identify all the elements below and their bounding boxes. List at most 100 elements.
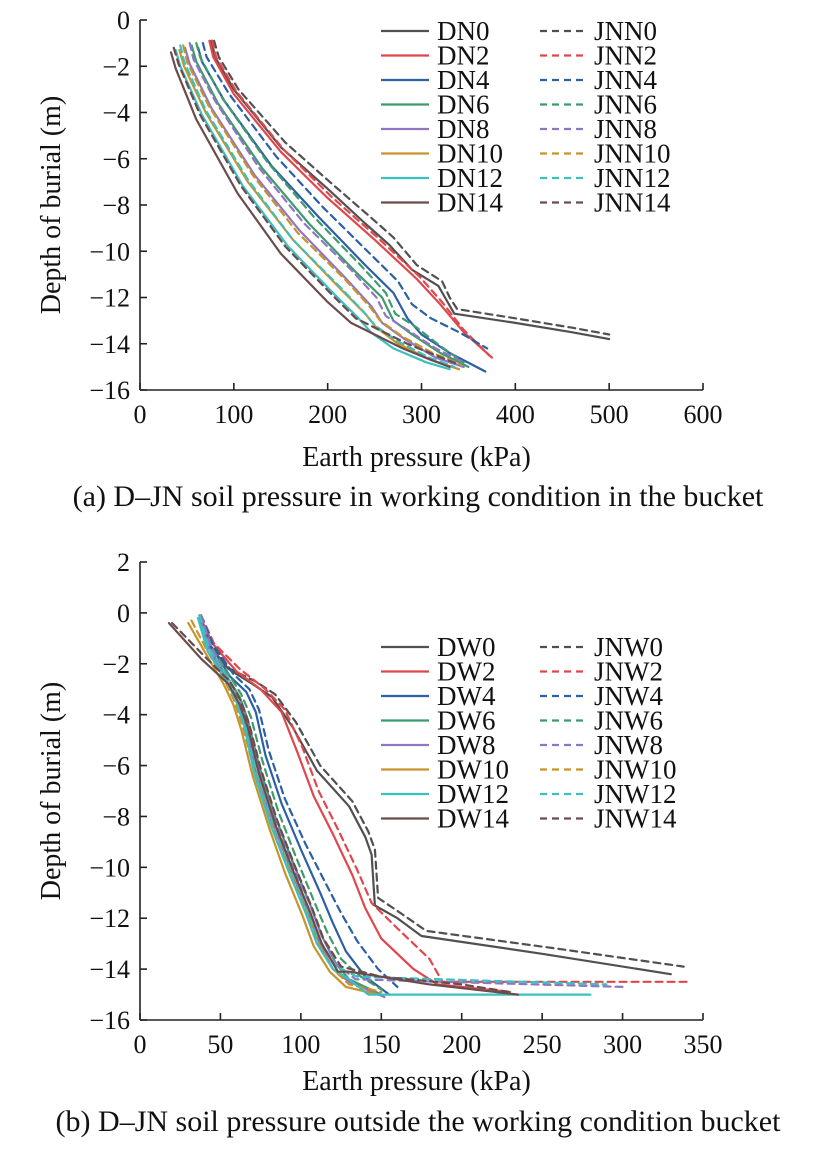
legend-label-jnw10: JNW10 — [594, 755, 677, 785]
y-tick-label: −16 — [89, 1006, 130, 1035]
legend-label-dw0: DW0 — [437, 632, 495, 662]
chart-caption: (a) D–JN soil pressure in working condit… — [73, 480, 764, 513]
legend-label-dw2: DW2 — [437, 657, 495, 687]
series-line-dw0 — [198, 614, 672, 976]
x-tick-label: 0 — [134, 400, 147, 429]
y-tick-label: −16 — [89, 376, 130, 405]
series-line-dn6 — [190, 44, 470, 368]
x-tick-label: 500 — [590, 400, 629, 429]
series-line-dw4 — [198, 614, 391, 996]
series-line-jnw2 — [200, 614, 689, 983]
y-tick-label: 0 — [117, 6, 130, 35]
series-line-jnw14 — [171, 621, 512, 994]
y-tick-label: −2 — [102, 52, 130, 81]
y-tick-label: −10 — [89, 237, 130, 266]
chart-caption: (b) D–JN soil pressure outside the worki… — [56, 1105, 782, 1138]
y-tick-label: −6 — [102, 145, 130, 174]
series-line-dw14 — [167, 621, 520, 996]
x-tick-label: 100 — [281, 1030, 320, 1059]
y-tick-label: −4 — [102, 99, 130, 128]
x-tick-label: 100 — [214, 400, 253, 429]
x-tick-label: 200 — [308, 400, 347, 429]
x-axis-label: Earth pressure (kPa) — [302, 1066, 531, 1097]
x-tick-label: 150 — [362, 1030, 401, 1059]
series-line-dn8 — [183, 46, 465, 368]
y-tick-label: −2 — [102, 650, 130, 679]
series-line-jnn10 — [182, 44, 462, 366]
legend-label-dn0: DN0 — [437, 16, 490, 46]
series-line-dn12 — [174, 48, 451, 371]
legend-label-jnn2: JNN2 — [594, 41, 657, 71]
y-tick-label: −14 — [89, 955, 130, 984]
legend-label-dn6: DN6 — [437, 90, 490, 120]
legend-label-jnn14: JNN14 — [594, 188, 671, 218]
y-tick-label: −12 — [89, 284, 130, 313]
legend-label-jnw8: JNW8 — [594, 730, 663, 760]
chart-b-working-condition-outside: 0 50 100 150 200 250 300 350 2 0 −2 −4 −6 −8 −10 −12 −14… — [36, 548, 781, 1138]
series-line-dw10 — [187, 621, 380, 996]
x-tick-label: 300 — [402, 400, 441, 429]
legend-label-jnw2: JNW2 — [594, 657, 663, 687]
legend-label-jnw0: JNW0 — [594, 632, 663, 662]
legend-label-jnw6: JNW6 — [594, 706, 663, 736]
legend-label-dw4: DW4 — [437, 681, 496, 711]
y-tick-label: −8 — [102, 191, 130, 220]
legend-label-dn2: DN2 — [437, 41, 490, 71]
y-tick-label: −12 — [89, 904, 130, 933]
y-axis-label: Depth of burial (m) — [36, 96, 67, 315]
legend-label-dw8: DW8 — [437, 730, 495, 760]
series-line-dn0 — [210, 39, 611, 341]
legend-label-dn10: DN10 — [437, 139, 503, 169]
legend-label-jnn0: JNN0 — [594, 16, 657, 46]
legend-label-jnn10: JNN10 — [594, 139, 671, 169]
chart-a-working-condition-inside: 0 100 200 300 400 500 600 0 −2 −4 −6 −8 −10 −12 −14 −16… — [36, 6, 764, 513]
legend-label-dn14: DN14 — [437, 188, 503, 218]
series-line-jnn12 — [179, 44, 456, 368]
x-tick-label: 250 — [523, 1030, 562, 1059]
x-tick-label: 200 — [442, 1030, 481, 1059]
series-line-jnn14 — [172, 46, 461, 366]
legend-label-jnn6: JNN6 — [594, 90, 657, 120]
legend-label-jnw12: JNW12 — [594, 779, 677, 809]
x-axis-label: Earth pressure (kPa) — [302, 442, 531, 473]
x-tick-label: 350 — [684, 1030, 723, 1059]
x-tick-label: 0 — [134, 1030, 147, 1059]
y-tick-label: −8 — [102, 802, 130, 831]
legend-label-dw12: DW12 — [437, 779, 509, 809]
legend-label-jnn8: JNN8 — [594, 114, 657, 144]
series-line-dn14 — [169, 51, 451, 368]
series-line-jnn4 — [201, 41, 489, 350]
series-line-jnw4 — [200, 614, 399, 989]
legend-label-jnw14: JNW14 — [594, 804, 677, 834]
series-line-jnn6 — [195, 41, 465, 364]
y-tick-label: 2 — [117, 548, 130, 577]
legend-label-dw14: DW14 — [437, 804, 509, 834]
series-line-jnw6 — [200, 614, 383, 991]
y-axis-label: Depth of burial (m) — [36, 682, 67, 901]
legend-label-jnn12: JNN12 — [594, 163, 671, 193]
x-tick-label: 300 — [603, 1030, 642, 1059]
series-line-dn2 — [208, 39, 493, 359]
legend-label-dn4: DN4 — [437, 65, 490, 95]
y-tick-label: 0 — [117, 599, 130, 628]
series-line-dw2 — [198, 614, 512, 994]
y-tick-label: −14 — [89, 330, 130, 359]
y-tick-label: −4 — [102, 701, 130, 730]
series-line-jnw8 — [200, 614, 624, 989]
y-tick-label: −10 — [89, 853, 130, 882]
x-tick-label: 50 — [207, 1030, 233, 1059]
legend-label-dw10: DW10 — [437, 755, 509, 785]
series-line-jnn0 — [213, 39, 611, 336]
legend-label-jnn4: JNN4 — [594, 65, 658, 95]
x-tick-label: 600 — [684, 400, 723, 429]
series-line-jnn2 — [211, 39, 491, 357]
series-line-dw12 — [196, 616, 592, 996]
legend-label-jnw4: JNW4 — [594, 681, 663, 711]
legend-label-dw6: DW6 — [437, 706, 495, 736]
x-tick-label: 400 — [496, 400, 535, 429]
legend-label-dn12: DN12 — [437, 163, 503, 193]
series-line-jnn8 — [188, 41, 465, 364]
y-tick-label: −6 — [102, 752, 130, 781]
legend-label-dn8: DN8 — [437, 114, 490, 144]
